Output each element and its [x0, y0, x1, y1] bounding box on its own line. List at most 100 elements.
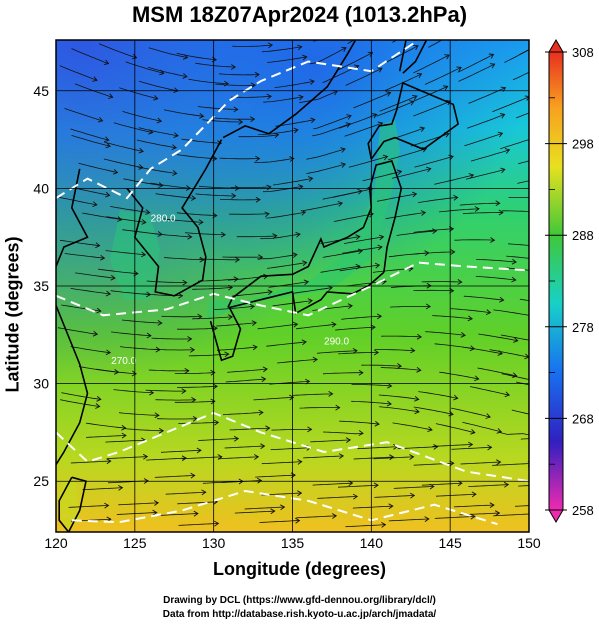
streamline-arrow — [468, 173, 475, 179]
streamline — [214, 117, 255, 120]
streamline — [219, 199, 261, 201]
streamline-arrow — [442, 85, 449, 91]
streamline — [462, 346, 503, 355]
streamline — [230, 186, 271, 188]
streamline — [257, 254, 297, 260]
streamline — [492, 96, 529, 113]
coastline — [398, 40, 428, 74]
streamline-arrow — [301, 339, 307, 346]
streamline — [71, 48, 109, 64]
streamline — [341, 315, 382, 320]
streamline-arrow — [331, 513, 338, 519]
streamline — [519, 298, 529, 301]
streamline — [138, 80, 178, 92]
map-title: MSM 18Z07Apr2024 (1013.2hPa) — [131, 2, 468, 27]
streamline — [64, 108, 103, 122]
streamline-arrow — [378, 24, 383, 28]
streamline-arrow — [467, 315, 473, 322]
streamline-arrow — [191, 397, 197, 403]
streamline-arrow — [449, 460, 455, 467]
streamline — [146, 280, 187, 283]
streamline-arrow — [544, 196, 548, 201]
streamline-arrow — [289, 394, 295, 401]
streamline-arrow — [267, 42, 274, 49]
streamline — [260, 233, 301, 240]
streamline-arrow — [252, 344, 258, 351]
streamline-arrow — [495, 200, 501, 207]
streamline-arrow — [504, 148, 511, 154]
streamline — [475, 276, 516, 281]
streamline-arrow — [409, 492, 416, 499]
streamline-arrow — [264, 211, 270, 218]
streamline — [500, 139, 529, 150]
streamline — [312, 482, 353, 486]
streamline — [382, 45, 419, 65]
streamline-arrow — [192, 416, 198, 422]
streamline — [322, 372, 363, 375]
streamline-arrow — [524, 95, 529, 101]
streamline-arrow — [459, 28, 464, 32]
streamline-arrow — [265, 425, 271, 432]
streamline-arrow — [227, 314, 234, 320]
streamline — [296, 515, 337, 519]
streamline-arrow — [224, 351, 230, 358]
streamline — [262, 185, 303, 193]
streamline-arrow — [190, 472, 196, 479]
streamline-arrow — [181, 388, 187, 394]
streamline-arrow — [420, 210, 427, 216]
streamline — [306, 163, 346, 174]
streamline-arrow — [382, 154, 389, 161]
streamline-arrow — [488, 53, 495, 59]
plot-frame — [55, 39, 530, 533]
streamline-arrow — [388, 503, 394, 510]
streamline-arrow — [499, 113, 506, 119]
lon-tick-label: 150 — [517, 535, 541, 551]
streamline — [493, 513, 529, 517]
streamline — [228, 213, 269, 215]
streamline-arrow — [199, 113, 205, 119]
streamline-arrow — [498, 209, 504, 216]
streamline-arrow — [105, 290, 112, 297]
streamline-arrow — [378, 234, 385, 241]
lon-tick-label: 140 — [360, 535, 384, 551]
streamline — [177, 501, 218, 505]
streamline — [274, 80, 315, 88]
streamline-arrow — [389, 454, 395, 461]
streamline — [380, 367, 421, 371]
streamline — [178, 422, 219, 424]
coastline — [227, 160, 403, 308]
streamline — [470, 149, 510, 162]
streamline-arrow — [154, 412, 160, 419]
streamline-arrow — [358, 369, 364, 376]
streamline — [458, 63, 495, 82]
streamline — [378, 394, 419, 400]
streamline-arrow — [141, 219, 147, 225]
streamline — [462, 421, 502, 433]
streamline-arrow — [231, 193, 237, 199]
streamline — [322, 250, 363, 258]
streamline-arrow — [346, 114, 352, 120]
streamline — [489, 349, 529, 358]
streamline-arrow — [414, 395, 420, 402]
streamline — [353, 456, 394, 460]
streamline-arrow — [535, 44, 540, 48]
credit-drawing: Drawing by DCL (https://www.gfd-dennou.o… — [163, 595, 436, 606]
streamline — [511, 409, 529, 415]
streamline — [518, 160, 529, 165]
streamline — [339, 114, 377, 129]
streamline — [373, 456, 414, 460]
streamline — [105, 250, 146, 256]
streamline-arrow — [374, 262, 381, 269]
streamline — [216, 346, 257, 351]
streamline-arrow — [328, 391, 334, 397]
streamline — [107, 456, 148, 459]
streamline — [161, 315, 202, 318]
streamline — [268, 281, 309, 288]
streamline — [275, 119, 315, 127]
streamline — [148, 47, 188, 58]
streamline — [214, 305, 255, 310]
streamline — [317, 496, 358, 499]
streamline — [302, 202, 343, 212]
streamline — [61, 392, 101, 400]
streamline-arrow — [254, 71, 260, 78]
